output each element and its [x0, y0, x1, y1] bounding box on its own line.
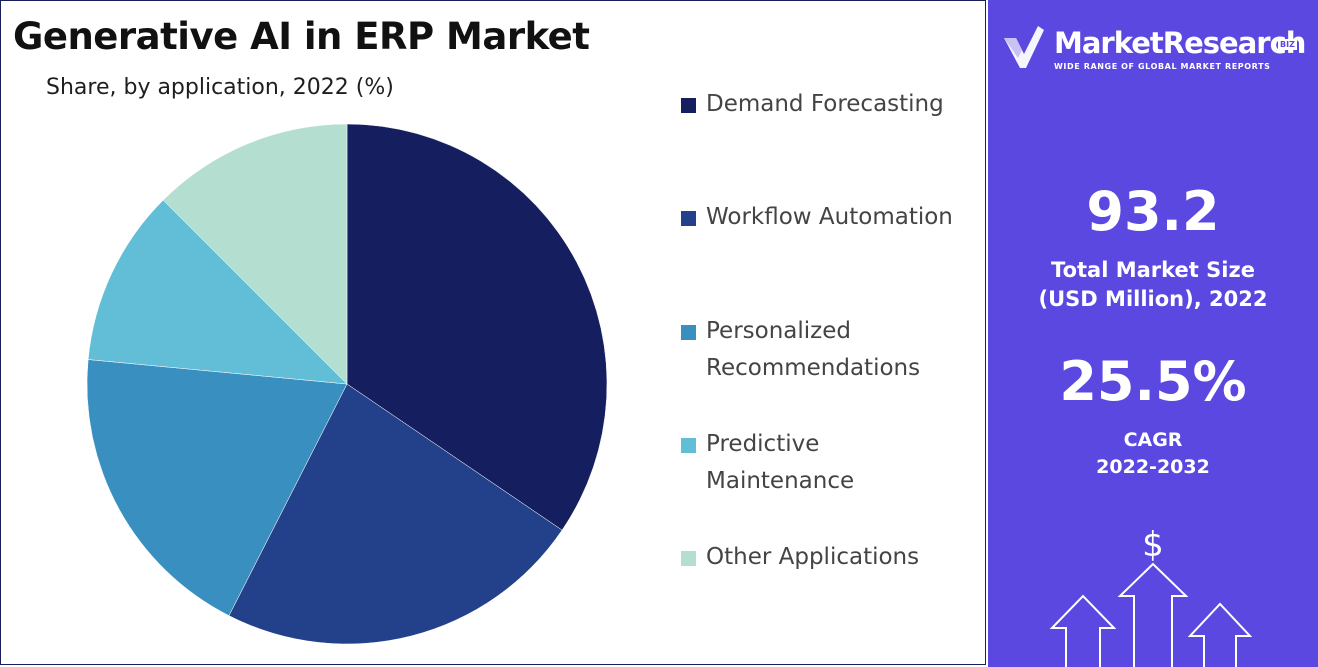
legend-swatch [681, 325, 696, 340]
legend-label: Other Applications [706, 544, 920, 570]
checkmark-logo-icon [1004, 26, 1044, 68]
pie-slice-personalized-recommendations [86, 359, 348, 616]
legend-label: Predictive Maintenance [706, 431, 855, 494]
legend-swatch [681, 551, 696, 566]
legend-label: Personalized Recommendations [706, 318, 921, 381]
brand-tagline: WIDE RANGE OF GLOBAL MARKET REPORTS [1054, 62, 1271, 71]
brand-logo: MarketResearch BIZ WIDE RANGE OF GLOBAL … [1002, 22, 1318, 82]
market-size-value: 93.2 [1086, 180, 1220, 243]
brand-suffix: BIZ [1278, 39, 1297, 50]
legend-label: Workflow Automation [706, 204, 953, 230]
brand-name: MarketResearch [1054, 26, 1306, 60]
pie-slice-other-applications [162, 123, 348, 385]
pie-chart [86, 123, 608, 645]
cagr-label: CAGR 2022-2032 [1096, 429, 1210, 478]
chart-panel: Generative AI in ERP Market Share, by ap… [0, 0, 986, 665]
stats-panel: MarketResearch BIZ WIDE RANGE OF GLOBAL … [988, 0, 1318, 667]
dollar-sign: $ [1142, 525, 1164, 565]
legend-swatch [681, 438, 696, 453]
market-size-label: Total Market Size (USD Million), 2022 [1038, 258, 1268, 311]
pie-slice-predictive-maintenance [87, 199, 348, 385]
chart-subtitle: Share, by application, 2022 (%) [46, 75, 394, 100]
chart-title: Generative AI in ERP Market [13, 15, 590, 58]
pie-slice-workflow-automation [228, 383, 563, 645]
legend-label: Demand Forecasting [706, 91, 944, 117]
legend-swatch [681, 211, 696, 226]
cagr-value: 25.5% [1059, 350, 1247, 413]
legend-swatch [681, 98, 696, 113]
pie-slice-demand-forecasting [346, 123, 608, 531]
growth-arrows-dollar-icon: $ [1049, 525, 1253, 667]
